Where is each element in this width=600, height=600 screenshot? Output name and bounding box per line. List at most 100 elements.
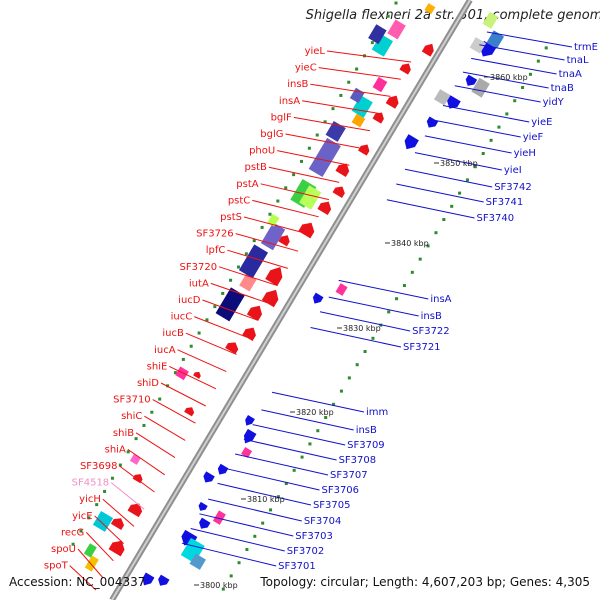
gene-label-left[interactable]: yicE (72, 511, 93, 522)
reverse-gene-arrow (203, 471, 215, 483)
gene-label-left[interactable]: iucA (154, 345, 176, 356)
gene-label-right[interactable]: SF3740 (477, 213, 515, 224)
gene-labels[interactable]: yieL yieC insB insA bglF bglG phoU pstB pstA pstC… (44, 42, 598, 572)
gene-label-right[interactable]: yieI (504, 165, 522, 176)
gene-label-right[interactable]: SF3741 (486, 197, 524, 208)
gc-dot (260, 225, 264, 229)
leader-line-right (386, 199, 475, 219)
gc-dot (347, 80, 351, 84)
forward-gene-arrow (225, 342, 239, 355)
gene-label-right[interactable]: SF3721 (403, 342, 441, 353)
gc-dot (307, 146, 311, 150)
gene-label-left[interactable]: bglF (271, 112, 292, 123)
leader-line-right (414, 152, 502, 171)
gene-label-right[interactable]: SF3707 (330, 470, 368, 481)
gene-label-left[interactable]: SF3710 (113, 395, 151, 406)
gene-label-left[interactable]: lpfC (206, 245, 226, 256)
gc-dot (221, 291, 225, 295)
gene-label-left[interactable]: pstS (220, 212, 242, 223)
gene-label-left[interactable]: SF3726 (196, 229, 234, 240)
gc-dot (299, 159, 303, 163)
forward-gene-arrow (317, 201, 332, 216)
gc-dot (387, 310, 391, 314)
leader-line-left (177, 349, 227, 373)
gene-label-right[interactable]: SF3709 (347, 440, 385, 451)
gene-label-right[interactable]: yidY (543, 97, 565, 108)
gc-dot (410, 270, 414, 274)
gene-label-right[interactable]: insB (356, 425, 377, 436)
gene-label-left[interactable]: yicH (79, 494, 101, 505)
gc-dot (284, 186, 288, 190)
gene-label-left[interactable]: yieC (295, 63, 317, 74)
gene-label-right[interactable]: SF3742 (494, 182, 532, 193)
gene-label-left[interactable]: shiA (105, 444, 126, 455)
gene-label-left[interactable]: shiD (137, 378, 159, 389)
leader-line-right (462, 71, 549, 89)
leader-line-right (243, 438, 337, 461)
gene-label-left[interactable]: recG (61, 527, 84, 538)
leader-line-left (127, 448, 165, 476)
gene-label-right[interactable]: tnaL (567, 55, 589, 66)
gc-dot (150, 410, 154, 414)
leader-line-left (235, 233, 299, 252)
gene-label-left[interactable]: shiE (147, 361, 168, 372)
gene-label-right[interactable]: yieH (514, 148, 536, 159)
gene-label-right[interactable]: yieF (523, 132, 544, 143)
gc-dot (544, 46, 548, 50)
gene-label-left[interactable]: iucD (178, 295, 201, 306)
leader-line-left (102, 498, 135, 527)
leader-line-left (210, 282, 268, 304)
gene-label-right[interactable]: SF3706 (321, 485, 359, 496)
gene-label-left[interactable]: spoU (51, 544, 76, 555)
gene-label-left[interactable]: insA (279, 96, 300, 107)
feature-block (351, 113, 366, 128)
gc-dot (126, 450, 130, 454)
gene-label-left[interactable]: insB (287, 79, 308, 90)
gene-label-right[interactable]: yieE (531, 117, 552, 128)
accession-text: Accession: NC_004337 (9, 575, 146, 589)
gene-label-right[interactable]: SF3702 (287, 546, 325, 557)
gene-label-right[interactable]: SF3722 (412, 326, 450, 337)
gc-dot (71, 542, 75, 546)
gene-label-left[interactable]: iucB (162, 328, 184, 339)
gc-dot (292, 468, 296, 472)
leader-line-right (235, 453, 329, 476)
gene-label-left[interactable]: spoT (44, 561, 69, 572)
gene-label-left[interactable]: pstB (245, 162, 267, 173)
gene-label-left[interactable]: iutA (189, 278, 209, 289)
gene-label-left[interactable]: pstC (228, 195, 250, 206)
gene-label-right[interactable]: SF3704 (304, 516, 342, 527)
gene-label-left[interactable]: iucC (171, 312, 193, 323)
gene-label-right[interactable]: insB (421, 311, 442, 322)
forward-gene-arrow (108, 540, 125, 557)
gene-label-right[interactable]: trmE (574, 42, 598, 53)
feature-block (482, 11, 499, 29)
gene-label-right[interactable]: SF3701 (278, 561, 316, 572)
gene-label-left[interactable]: pstA (236, 179, 258, 190)
gc-dot (142, 423, 146, 427)
gene-label-right[interactable]: insA (430, 294, 451, 305)
gc-dot (370, 41, 374, 45)
gene-label-right[interactable]: SF3708 (339, 455, 377, 466)
gene-label-left[interactable]: SF3720 (180, 262, 218, 273)
gene-label-left[interactable]: phoU (249, 146, 275, 157)
gene-label-left[interactable]: shiC (121, 411, 142, 422)
gene-label-left[interactable]: shiB (113, 428, 134, 439)
gene-label-left[interactable]: bglG (260, 129, 283, 140)
gene-label-left[interactable]: SF4518 (72, 478, 110, 489)
gc-dot (79, 529, 83, 533)
gene-label-left[interactable]: yieL (305, 46, 326, 57)
gc-dot (284, 482, 288, 486)
gene-label-left[interactable]: SF3698 (80, 461, 118, 472)
forward-gene-arrow (184, 407, 195, 417)
gc-dot (189, 344, 193, 348)
reverse-gene-arrow (465, 74, 478, 86)
gene-label-right[interactable]: imm (366, 407, 388, 418)
feature-block (351, 95, 373, 118)
gene-label-right[interactable]: tnaB (551, 83, 574, 94)
gene-label-right[interactable]: tnaA (559, 69, 582, 80)
gc-dot (173, 371, 177, 375)
gene-label-right[interactable]: SF3703 (295, 531, 333, 542)
gene-label-right[interactable]: SF3705 (313, 500, 351, 511)
